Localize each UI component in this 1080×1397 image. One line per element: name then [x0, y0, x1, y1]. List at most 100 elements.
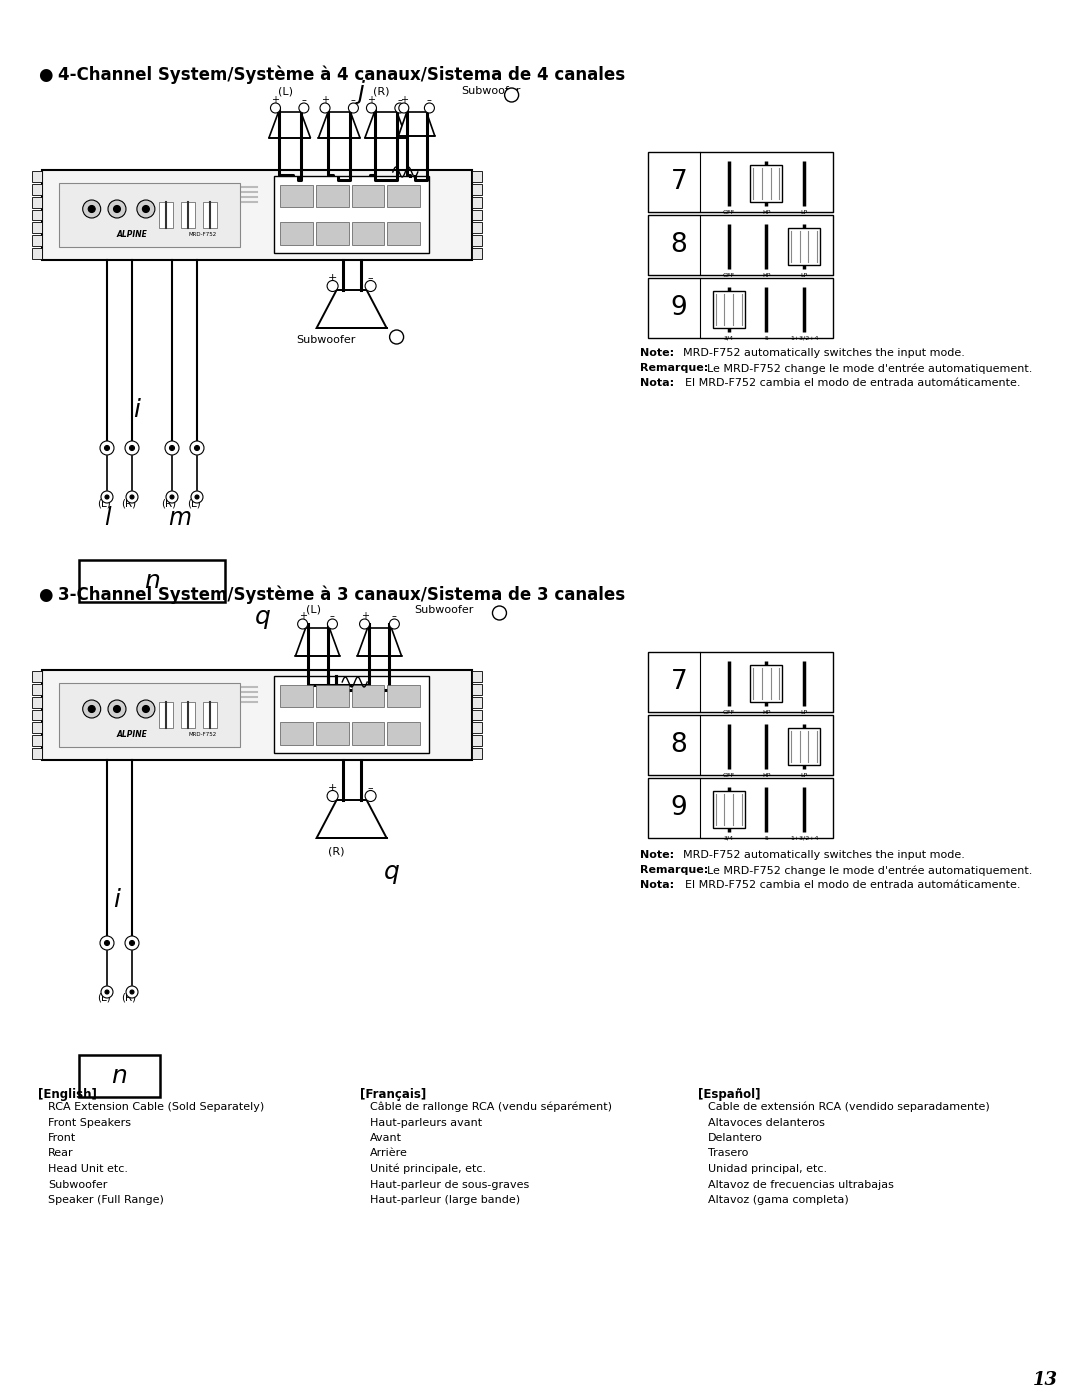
Bar	[352, 184, 384, 207]
Text: Remarque:: Remarque:	[640, 865, 708, 875]
Bar	[713, 791, 745, 827]
Text: Note:: Note:	[640, 849, 674, 861]
Text: 5: 5	[765, 337, 768, 341]
Text: Le MRD-F752 change le mode d'entrée automatiquement.: Le MRD-F752 change le mode d'entrée auto…	[700, 865, 1032, 876]
Text: 8: 8	[671, 732, 687, 759]
Text: LP: LP	[800, 272, 808, 278]
Circle shape	[492, 606, 507, 620]
Text: –: –	[392, 610, 396, 622]
Text: (L): (L)	[187, 499, 201, 509]
Text: HP: HP	[762, 773, 771, 778]
Bar	[59, 183, 240, 247]
Text: El MRD-F752 cambia el modo de entrada automáticamente.: El MRD-F752 cambia el modo de entrada au…	[678, 379, 1021, 388]
Circle shape	[399, 103, 409, 113]
Circle shape	[126, 986, 138, 997]
Bar	[159, 703, 173, 728]
Text: –: –	[397, 95, 402, 105]
Text: Cable de extensión RCA (vendido separadamente): Cable de extensión RCA (vendido separada…	[708, 1102, 989, 1112]
Circle shape	[105, 495, 109, 499]
Bar	[79, 560, 225, 602]
Text: –: –	[301, 95, 307, 105]
Text: Haut-parleur (large bande): Haut-parleur (large bande)	[370, 1194, 521, 1206]
Bar	[274, 676, 429, 753]
Polygon shape	[269, 112, 310, 138]
Text: OFF: OFF	[723, 710, 734, 715]
Bar	[472, 710, 482, 721]
Text: (L): (L)	[279, 87, 293, 96]
Circle shape	[504, 88, 518, 102]
Circle shape	[125, 441, 139, 455]
Circle shape	[424, 103, 434, 113]
Text: Câble de rallonge RCA (vendu séparément): Câble de rallonge RCA (vendu séparément)	[370, 1102, 612, 1112]
Text: (R): (R)	[121, 993, 136, 1003]
Text: MRD-F752 automatically switches the input mode.: MRD-F752 automatically switches the inpu…	[676, 348, 964, 358]
Text: Front: Front	[48, 1133, 77, 1143]
Text: RCA Extension Cable (Sold Separately): RCA Extension Cable (Sold Separately)	[48, 1102, 265, 1112]
Circle shape	[130, 990, 134, 995]
Bar	[472, 249, 482, 258]
Circle shape	[105, 446, 109, 450]
Circle shape	[298, 619, 308, 629]
Text: 7: 7	[671, 169, 687, 196]
Text: (L): (L)	[97, 499, 111, 509]
Bar	[388, 222, 420, 244]
Text: LP: LP	[800, 710, 808, 715]
Polygon shape	[399, 112, 435, 136]
Circle shape	[143, 705, 149, 712]
Polygon shape	[357, 629, 402, 657]
Circle shape	[395, 103, 405, 113]
Bar	[648, 278, 833, 338]
Circle shape	[366, 103, 377, 113]
Bar	[32, 722, 42, 733]
Bar	[42, 170, 472, 260]
Text: m: m	[168, 506, 191, 529]
Circle shape	[165, 441, 179, 455]
Text: +: +	[400, 95, 408, 105]
Text: [English]: [English]	[38, 1088, 97, 1101]
Bar	[316, 222, 349, 244]
Bar	[352, 722, 384, 745]
Bar	[472, 685, 482, 694]
Circle shape	[365, 281, 376, 292]
Circle shape	[191, 490, 203, 503]
Text: Subwoofer: Subwoofer	[461, 87, 521, 96]
Text: Speaker (Full Range): Speaker (Full Range)	[48, 1194, 164, 1206]
Circle shape	[360, 619, 369, 629]
Bar	[32, 210, 42, 221]
Circle shape	[113, 205, 121, 212]
Text: Avant: Avant	[370, 1133, 402, 1143]
Text: +: +	[367, 95, 376, 105]
Text: (R): (R)	[374, 87, 390, 96]
Text: ALPINE: ALPINE	[117, 231, 148, 239]
Text: Remarque:: Remarque:	[640, 363, 708, 373]
Text: –: –	[351, 95, 355, 105]
Bar	[472, 722, 482, 733]
Text: 8: 8	[671, 232, 687, 258]
Circle shape	[100, 441, 114, 455]
Text: Altavoces delanteros: Altavoces delanteros	[708, 1118, 825, 1127]
Text: –: –	[330, 610, 335, 622]
Text: n: n	[144, 569, 160, 592]
Circle shape	[349, 103, 359, 113]
Text: +: +	[361, 610, 368, 622]
Bar	[280, 184, 313, 207]
Bar	[352, 222, 384, 244]
Text: Head Unit etc.: Head Unit etc.	[48, 1164, 129, 1173]
Text: 3/4: 3/4	[724, 835, 733, 841]
Text: –: –	[427, 95, 432, 105]
Circle shape	[89, 705, 95, 712]
Bar	[32, 249, 42, 258]
Bar	[751, 665, 782, 701]
Text: 4-Channel System/Système à 4 canaux/Sistema de 4 canales: 4-Channel System/Système à 4 canaux/Sist…	[58, 66, 625, 84]
Circle shape	[130, 446, 135, 450]
Circle shape	[126, 490, 138, 503]
Circle shape	[105, 990, 109, 995]
Bar	[32, 184, 42, 194]
Bar	[32, 697, 42, 707]
Text: (R): (R)	[161, 499, 176, 509]
Bar	[280, 685, 313, 707]
Text: q: q	[255, 605, 270, 629]
Text: Rear: Rear	[48, 1148, 73, 1158]
Text: 1+3/2+4: 1+3/2+4	[789, 835, 819, 841]
Circle shape	[390, 330, 404, 344]
